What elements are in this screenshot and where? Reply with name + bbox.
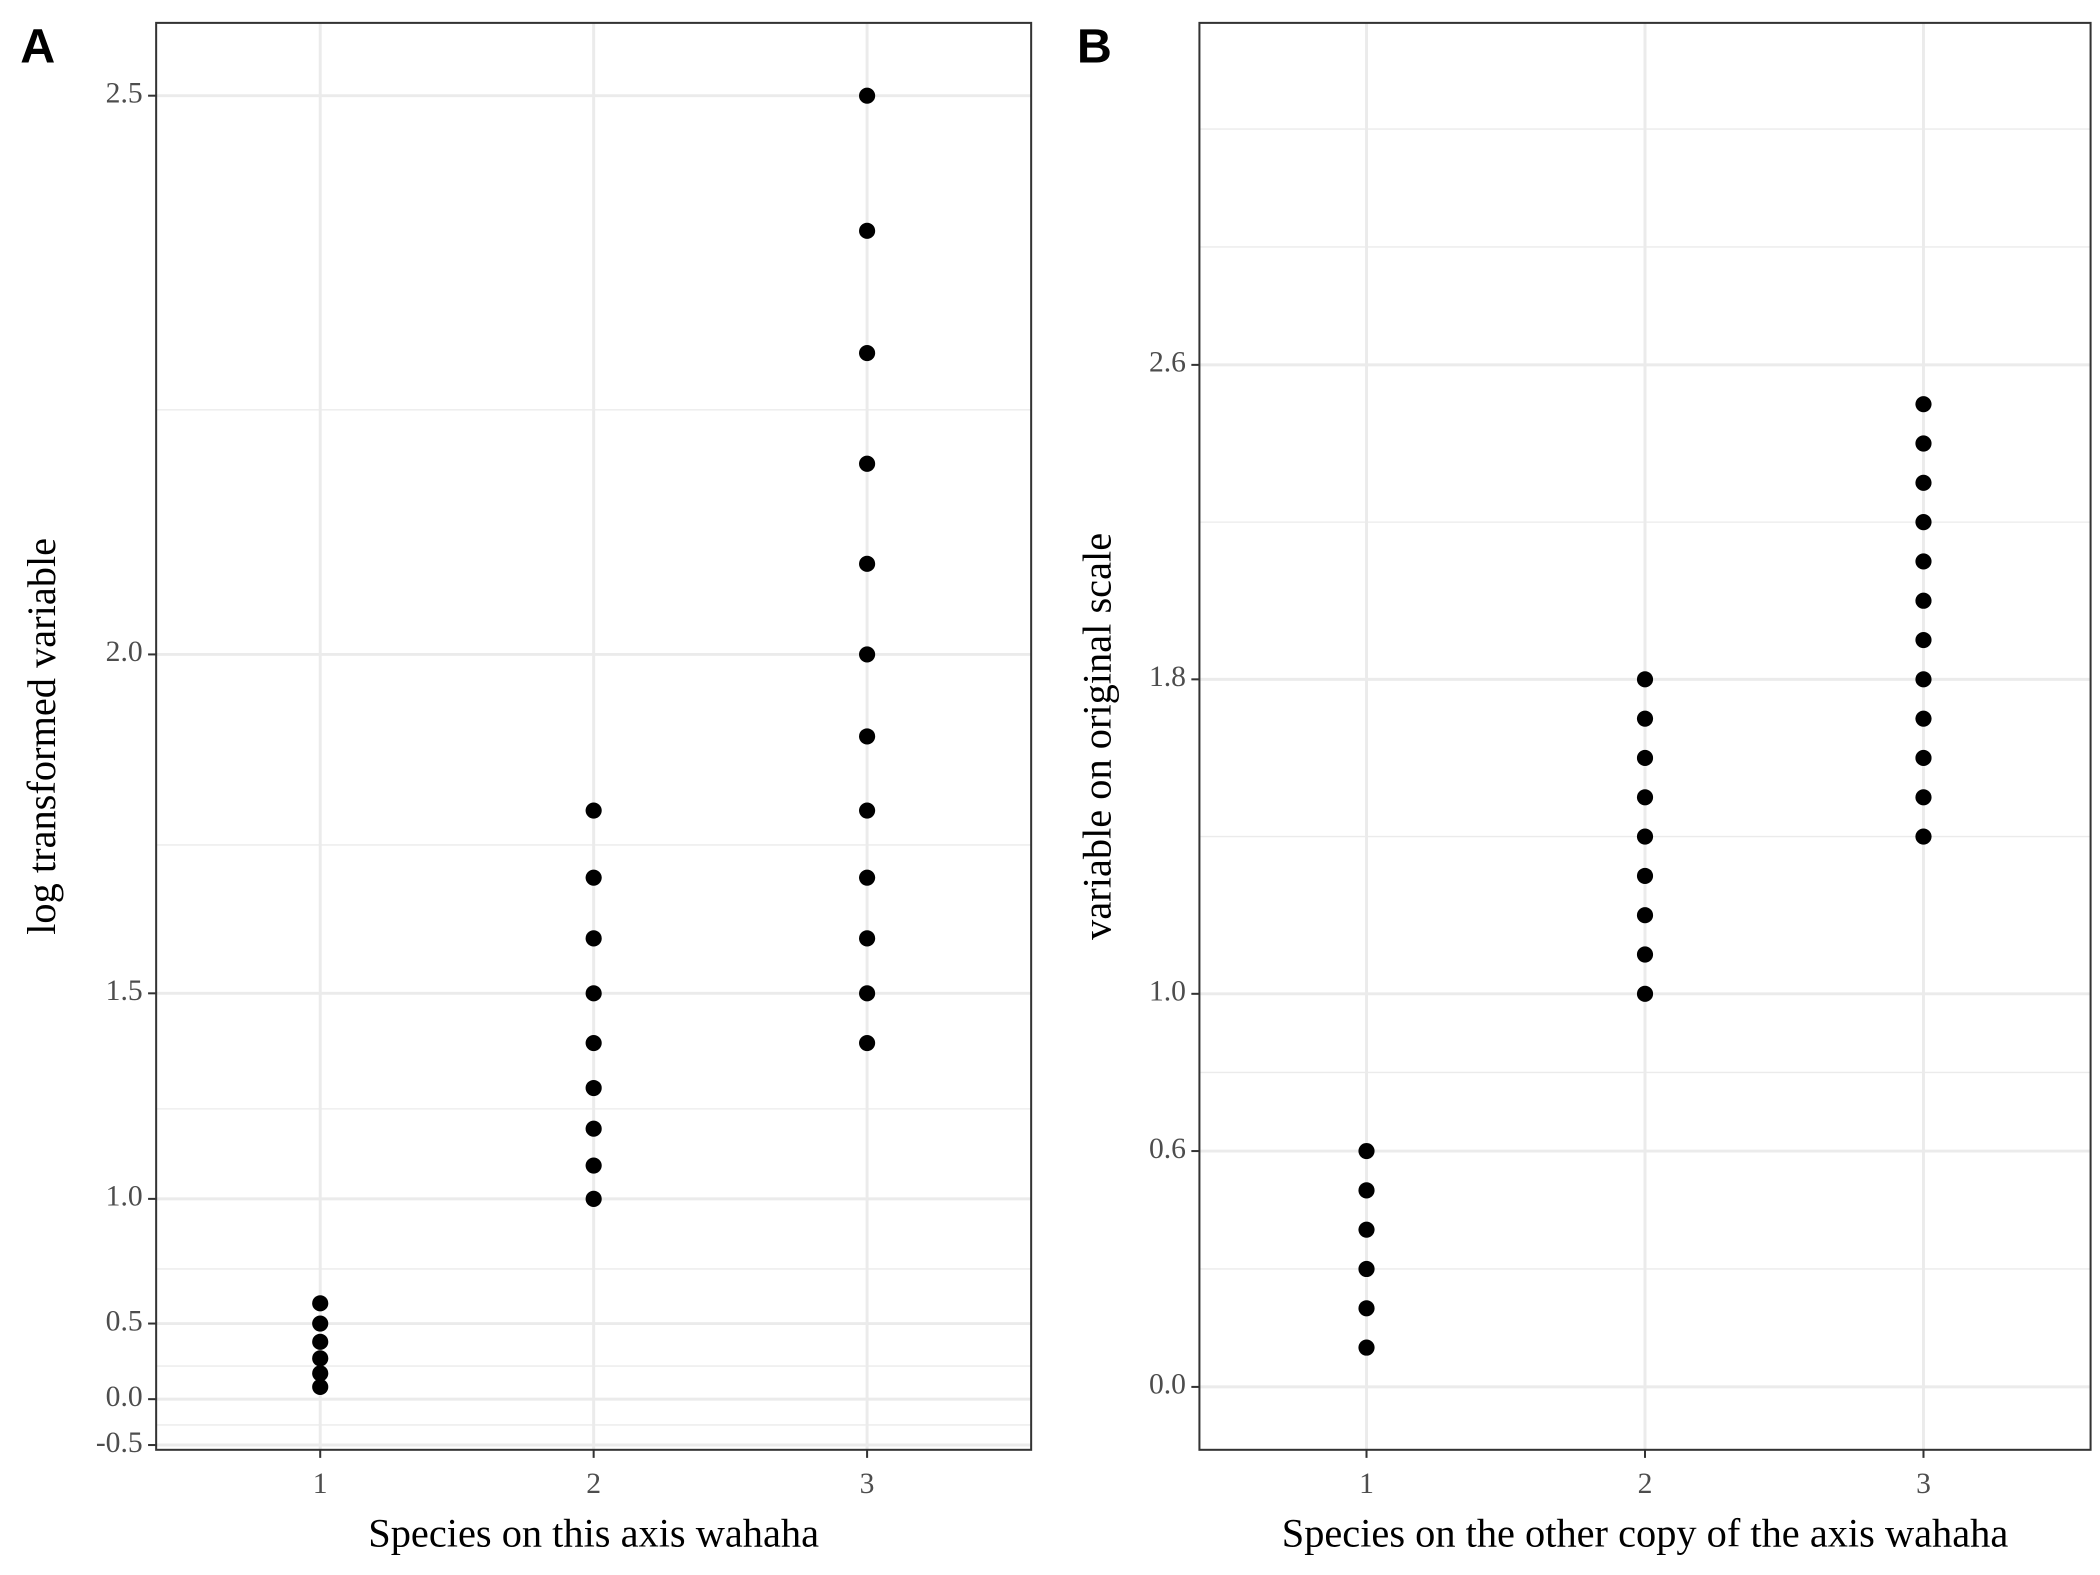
point [1636, 749, 1654, 767]
point [1915, 435, 1932, 452]
point [312, 1378, 329, 1395]
point [1358, 1182, 1375, 1199]
point [1636, 828, 1654, 845]
point [1915, 553, 1932, 570]
y-tick-label: 1.0 [106, 1181, 143, 1213]
point [1915, 749, 1932, 767]
x-tick-label: 3 [1916, 1468, 1931, 1500]
point [859, 555, 876, 572]
x-tick-label: 1 [313, 1468, 328, 1500]
y-tick-label: 1.0 [1149, 976, 1186, 1008]
panel-label: A [20, 20, 55, 74]
point [1636, 710, 1654, 727]
x-tick-label: 2 [1638, 1468, 1653, 1500]
y-tick-label: 0.6 [1149, 1133, 1186, 1165]
point [1915, 710, 1932, 727]
point [1358, 1142, 1375, 1160]
point [585, 1034, 602, 1052]
point [1636, 907, 1654, 924]
point [859, 1034, 876, 1052]
y-tick-label: 2.0 [106, 636, 143, 668]
y-tick-label: 2.5 [106, 77, 143, 109]
x-tick-label: 3 [860, 1468, 875, 1500]
point [585, 1157, 602, 1174]
point [1915, 828, 1932, 845]
point [859, 455, 876, 472]
point [859, 985, 876, 1002]
point [1915, 396, 1932, 413]
panel-label: B [1077, 20, 1112, 74]
point [859, 930, 876, 947]
point [1915, 592, 1932, 609]
point [1358, 1339, 1375, 1356]
point [859, 646, 876, 663]
x-tick-label: 2 [586, 1468, 601, 1500]
point [859, 869, 876, 886]
point [1915, 789, 1932, 806]
point [585, 1190, 602, 1207]
point [859, 87, 876, 104]
x-axis-title: Species on the other copy of the axis wa… [1282, 1511, 2009, 1556]
point [312, 1295, 329, 1312]
point [1358, 1260, 1375, 1278]
y-axis-title: log transformed variable [19, 538, 64, 935]
point [1358, 1221, 1375, 1238]
x-axis-title: Species on this axis wahaha [368, 1511, 819, 1556]
point [312, 1333, 329, 1350]
point [585, 930, 602, 947]
y-tick-label: -0.5 [96, 1427, 143, 1459]
point [585, 802, 602, 819]
point [1915, 514, 1932, 531]
point [312, 1365, 329, 1382]
y-tick-label: 0.5 [106, 1305, 143, 1337]
point [1636, 946, 1654, 963]
y-tick-label: 1.5 [106, 975, 143, 1007]
point [312, 1315, 329, 1332]
point [585, 869, 602, 886]
y-tick-label: 2.6 [1149, 347, 1186, 379]
x-tick-label: 1 [1359, 1468, 1374, 1500]
y-axis-title: variable on original scale [1074, 533, 1119, 940]
point [859, 728, 876, 745]
point [859, 222, 876, 239]
y-tick-label: 0.0 [106, 1381, 143, 1413]
point [312, 1350, 329, 1367]
point [1915, 671, 1932, 688]
point [859, 802, 876, 819]
y-tick-label: 1.8 [1149, 661, 1186, 693]
point [585, 1079, 602, 1097]
point [1636, 789, 1654, 806]
point [1636, 985, 1654, 1002]
y-tick-label: 0.0 [1149, 1369, 1186, 1401]
point [585, 1120, 602, 1137]
point [1915, 474, 1932, 491]
point [1636, 671, 1654, 688]
point [1915, 631, 1932, 649]
point [859, 345, 876, 362]
point [585, 985, 602, 1002]
point [1358, 1300, 1375, 1317]
point [1636, 867, 1654, 884]
